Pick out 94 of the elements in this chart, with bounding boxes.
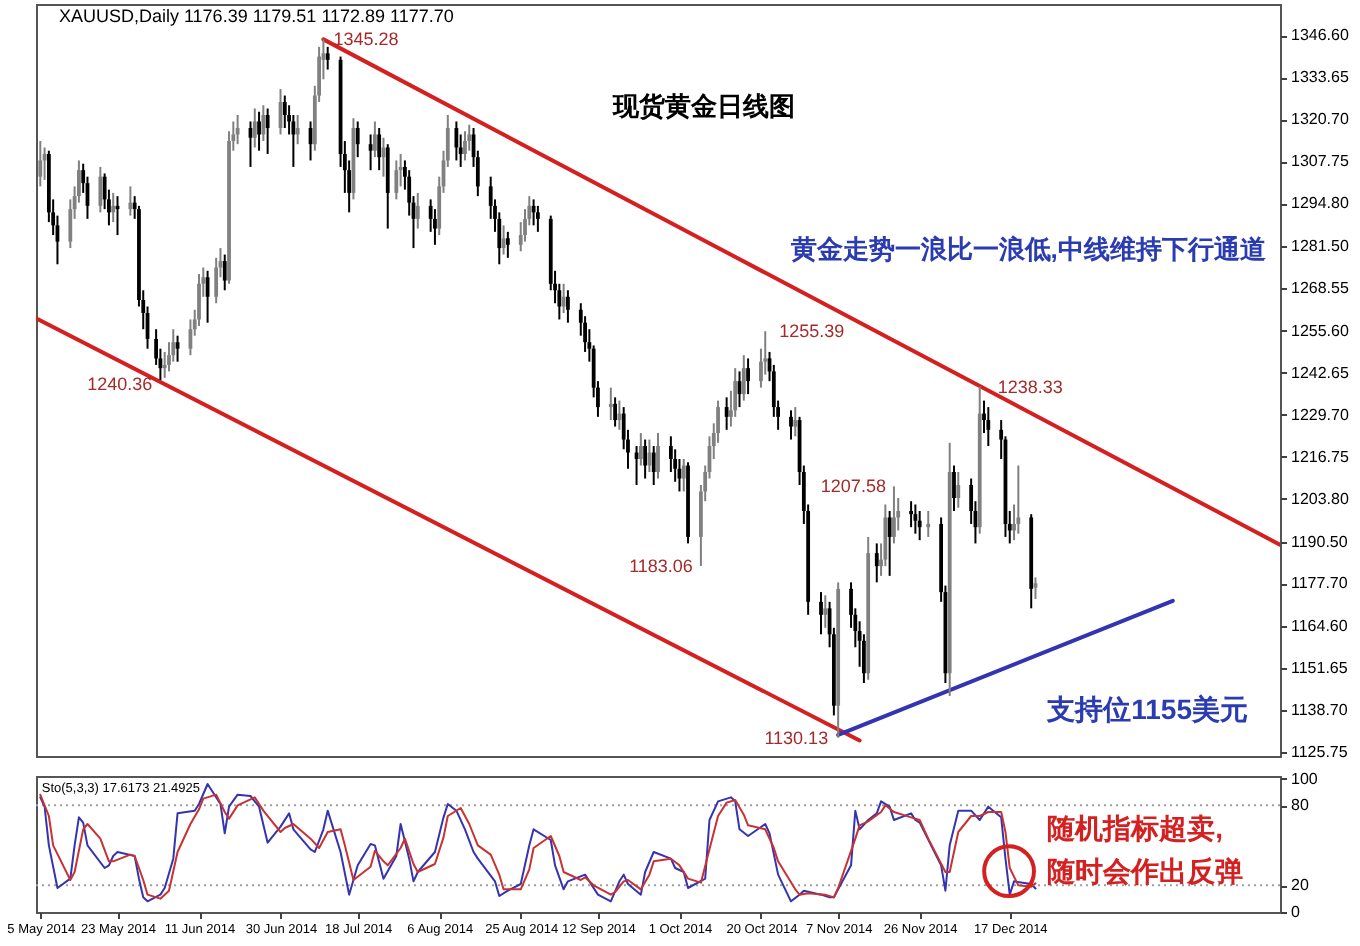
candlestick	[789, 409, 793, 441]
candlestick	[638, 432, 643, 467]
candlestick	[1016, 464, 1021, 535]
y-tick-label: 1242.65	[1291, 363, 1350, 382]
candlestick	[643, 438, 648, 480]
candlestick	[651, 445, 656, 486]
candlestick	[372, 120, 377, 159]
candlestick	[887, 509, 892, 577]
text: 现货黄金日线图	[610, 90, 795, 121]
y-tick-label: 1307.75	[1291, 152, 1350, 171]
y-tick-label: 1164.60	[1291, 616, 1349, 635]
candlestick	[415, 191, 420, 230]
candlestick	[566, 289, 570, 324]
candlestick	[617, 399, 622, 431]
y-tick-label: 1268.55	[1291, 279, 1350, 298]
y-tick-label: 1190.50	[1291, 532, 1349, 551]
annotation: 黄金走势一浪比一浪低,中线维持下行通道	[788, 234, 1268, 265]
candlestick	[252, 107, 257, 149]
candlestick	[1033, 576, 1038, 600]
candlestick	[793, 406, 798, 438]
candlestick	[917, 509, 922, 542]
candlestick	[463, 130, 467, 162]
candlestick	[823, 594, 828, 629]
candlestick	[668, 435, 673, 474]
y-tick-label: 1320.70	[1291, 110, 1350, 129]
candlestick	[257, 110, 261, 152]
candlestick	[385, 143, 390, 230]
annotation: 1207.58	[820, 476, 886, 497]
candlestick	[956, 471, 961, 509]
candlestick	[613, 396, 617, 428]
candlestick	[505, 230, 510, 259]
candlestick	[531, 198, 536, 227]
y-tick-label: 1281.50	[1291, 237, 1350, 256]
candlestick	[261, 104, 266, 142]
y-tick-label: 1125.75	[1291, 742, 1349, 761]
candlestick	[467, 123, 472, 152]
y-tick-label: 20	[1291, 876, 1310, 895]
candlestick	[986, 406, 991, 448]
annotation: 1130.13	[764, 727, 829, 748]
candlestick	[325, 45, 330, 71]
y-tick-label: 1216.75	[1291, 447, 1350, 466]
candlestick	[681, 458, 686, 493]
candlestick	[235, 114, 240, 146]
y-tick-label: 100	[1291, 769, 1319, 788]
annotation: 支持位1155美元	[1045, 693, 1248, 726]
annotation: 1238.33	[997, 376, 1063, 397]
candlestick	[128, 185, 133, 217]
candlestick	[724, 396, 729, 431]
y-tick-label: 1138.70	[1291, 700, 1349, 719]
candlestick	[454, 120, 459, 162]
candlestick	[355, 120, 360, 159]
y-tick-label: 1229.70	[1291, 405, 1350, 424]
candlestick	[819, 591, 823, 636]
candlestick	[913, 503, 918, 535]
candlestick	[656, 432, 660, 480]
candlestick	[171, 328, 176, 363]
candlestick	[892, 485, 896, 545]
y-tick-label: 1346.60	[1291, 26, 1350, 45]
candlestick	[295, 114, 300, 146]
candlestick	[214, 256, 219, 305]
candlestick	[222, 253, 227, 292]
candlestick	[98, 165, 103, 214]
candlestick	[883, 503, 888, 568]
y-tick-label: 1203.80	[1291, 489, 1350, 508]
annotation: 1255.39	[779, 321, 845, 342]
y-tick-label: 0	[1291, 903, 1301, 921]
annotation: 1240.36	[87, 373, 153, 394]
annotation: 随时会作出反弹	[1047, 855, 1244, 888]
y-tick-label: 1294.80	[1291, 194, 1350, 213]
candlestick	[746, 357, 750, 396]
y-tick-label: 1151.65	[1291, 658, 1349, 677]
candlestick	[38, 139, 43, 188]
annotation: 1345.28	[333, 29, 399, 50]
candlestick	[874, 542, 879, 584]
annotation: XAUUSD,Daily 1176.39 1179.51 1172.89 1177.70	[58, 5, 454, 26]
candlestick	[608, 386, 613, 422]
candlestick	[162, 350, 167, 379]
candlestick	[909, 500, 913, 529]
candlestick	[265, 107, 270, 155]
candlestick	[535, 204, 540, 233]
annotation: 1183.06	[629, 555, 693, 576]
candlestick	[741, 354, 746, 402]
candlestick	[111, 191, 116, 224]
candlestick	[926, 509, 931, 538]
candlestick	[952, 464, 956, 512]
candlestick	[377, 126, 382, 172]
y-tick-label: 1333.65	[1291, 68, 1350, 87]
y-tick-label: 1255.60	[1291, 321, 1350, 340]
candlestick	[282, 94, 287, 129]
annotation: 随机指标超卖,	[1047, 812, 1224, 845]
y-tick-label: 80	[1291, 796, 1310, 815]
candlestick	[561, 282, 566, 314]
candlestick	[394, 159, 399, 201]
y-tick-label: 1177.70	[1291, 574, 1349, 593]
